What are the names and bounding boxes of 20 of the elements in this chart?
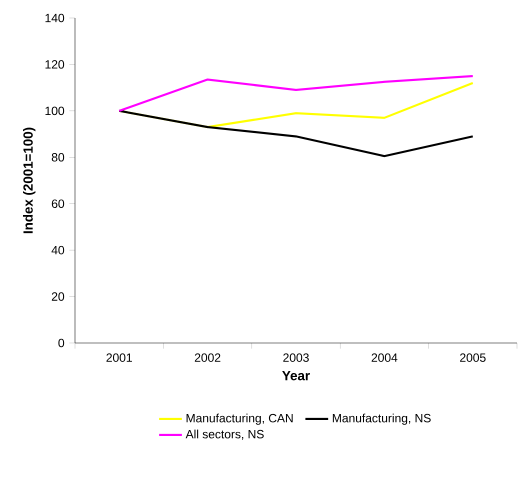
y-tick-label: 0 <box>58 338 64 348</box>
legend-label: All sectors, NS <box>186 430 264 440</box>
y-tick-label: 100 <box>46 106 64 116</box>
x-tick-label: 2003 <box>283 353 309 362</box>
y-tick-label: 40 <box>52 246 64 254</box>
x-axis-title: Year <box>282 371 310 380</box>
line-series <box>118 110 474 158</box>
y-tick-label: 60 <box>52 199 64 208</box>
y-tick-label: 20 <box>52 292 64 301</box>
line-series <box>118 74 474 112</box>
y-tick-label: 140 <box>46 14 64 22</box>
legend-label: Manufacturing, NS <box>332 414 431 425</box>
x-tick-label: 2004 <box>372 353 398 362</box>
y-axis-title: Index (2001=100) <box>22 128 36 234</box>
y-tick-label: 80 <box>52 153 64 162</box>
legend-label: Manufacturing, CAN <box>186 414 293 425</box>
x-tick-label: 2001 <box>106 353 132 362</box>
x-tick-label: 2002 <box>194 353 220 362</box>
x-tick-label: 2005 <box>460 353 486 362</box>
y-tick-label: 120 <box>46 60 64 69</box>
